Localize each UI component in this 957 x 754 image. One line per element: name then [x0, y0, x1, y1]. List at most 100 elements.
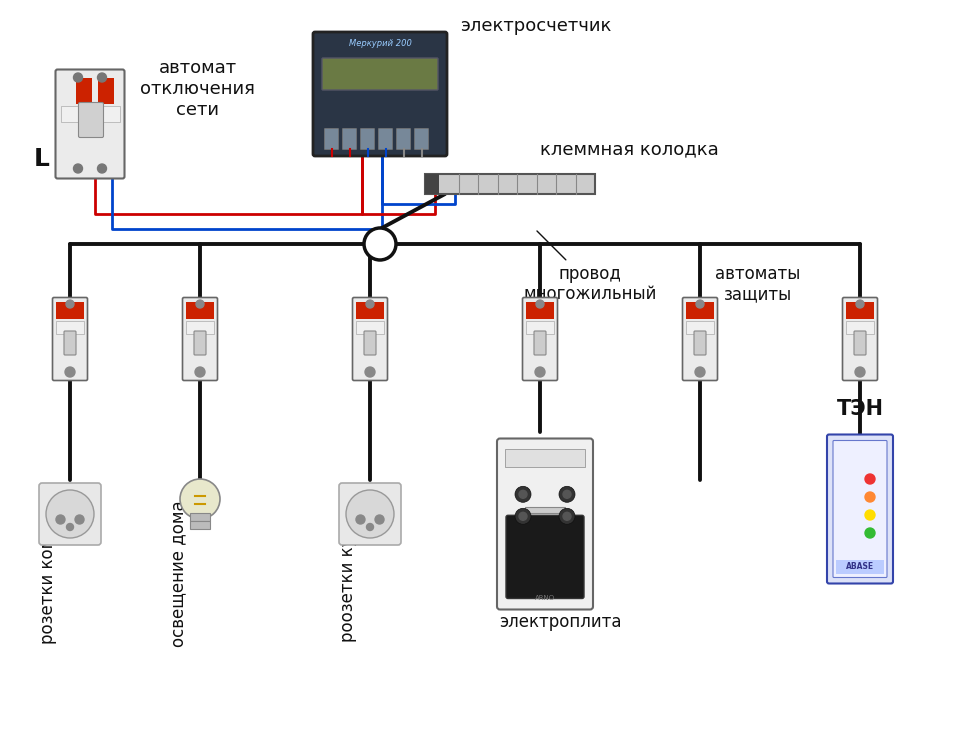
FancyBboxPatch shape	[694, 331, 706, 355]
Text: ABASE: ABASE	[846, 562, 874, 571]
Circle shape	[563, 490, 571, 498]
Text: Меркурий 200: Меркурий 200	[348, 39, 412, 48]
FancyBboxPatch shape	[343, 128, 357, 149]
Bar	[846, 302, 874, 319]
FancyBboxPatch shape	[39, 483, 101, 545]
Bar	[425, 174, 439, 194]
Text: ARNO: ARNO	[535, 594, 555, 600]
Circle shape	[856, 300, 864, 308]
Text: клеммная колодка: клеммная колодка	[540, 140, 719, 158]
Circle shape	[66, 523, 74, 531]
Bar	[56, 302, 84, 319]
Bar	[190, 521, 210, 529]
Circle shape	[74, 73, 82, 82]
FancyBboxPatch shape	[396, 128, 411, 149]
FancyBboxPatch shape	[827, 434, 893, 584]
FancyBboxPatch shape	[506, 515, 584, 599]
FancyBboxPatch shape	[322, 58, 438, 90]
FancyBboxPatch shape	[379, 128, 392, 149]
Circle shape	[519, 490, 527, 498]
FancyBboxPatch shape	[414, 128, 429, 149]
FancyBboxPatch shape	[324, 128, 339, 149]
Bar	[186, 302, 214, 319]
Text: освещение дома: освещение дома	[169, 501, 187, 648]
Circle shape	[865, 492, 875, 502]
Circle shape	[365, 367, 375, 377]
Circle shape	[66, 300, 74, 308]
FancyBboxPatch shape	[361, 128, 374, 149]
Bar	[505, 449, 585, 467]
Text: L: L	[34, 147, 50, 171]
Text: розетки комнат: розетки комнат	[39, 504, 57, 643]
Circle shape	[375, 515, 384, 524]
Circle shape	[98, 73, 106, 82]
Bar	[686, 302, 714, 319]
Circle shape	[563, 512, 571, 520]
Circle shape	[865, 474, 875, 484]
Circle shape	[65, 367, 75, 377]
FancyBboxPatch shape	[534, 331, 546, 355]
Bar	[356, 302, 384, 319]
Bar	[846, 321, 874, 334]
Bar	[190, 513, 210, 521]
Bar	[186, 321, 214, 334]
Circle shape	[346, 490, 394, 538]
Text: провод
многожильный: провод многожильный	[523, 231, 657, 303]
Text: автоматы
защиты: автоматы защиты	[715, 265, 800, 303]
Circle shape	[515, 486, 531, 502]
Circle shape	[180, 479, 220, 519]
FancyBboxPatch shape	[64, 331, 76, 355]
Circle shape	[98, 164, 106, 173]
Circle shape	[75, 515, 84, 524]
Bar	[356, 321, 384, 334]
Circle shape	[536, 300, 544, 308]
Text: электроплита: электроплита	[499, 613, 621, 631]
Circle shape	[535, 367, 545, 377]
FancyBboxPatch shape	[523, 298, 558, 381]
FancyBboxPatch shape	[313, 32, 447, 156]
FancyBboxPatch shape	[352, 298, 388, 381]
Circle shape	[696, 300, 704, 308]
Circle shape	[865, 510, 875, 520]
Bar	[60, 106, 120, 121]
FancyBboxPatch shape	[833, 440, 887, 578]
Bar	[526, 321, 554, 334]
FancyBboxPatch shape	[842, 298, 878, 381]
FancyBboxPatch shape	[194, 331, 206, 355]
FancyBboxPatch shape	[339, 483, 401, 545]
FancyBboxPatch shape	[854, 331, 866, 355]
Circle shape	[367, 523, 373, 531]
Circle shape	[559, 486, 575, 502]
Text: роозетки кухни: роозетки кухни	[339, 505, 357, 642]
FancyBboxPatch shape	[53, 298, 87, 381]
FancyBboxPatch shape	[364, 331, 376, 355]
Text: ТЭН: ТЭН	[836, 399, 883, 419]
Circle shape	[865, 528, 875, 538]
Circle shape	[366, 300, 374, 308]
Circle shape	[46, 490, 94, 538]
Text: автомат
отключения
сети: автомат отключения сети	[140, 60, 255, 119]
Circle shape	[559, 508, 575, 524]
Bar	[425, 174, 595, 194]
Bar	[525, 507, 565, 513]
FancyBboxPatch shape	[78, 103, 103, 137]
Circle shape	[356, 515, 365, 524]
Circle shape	[695, 367, 705, 377]
Bar	[686, 321, 714, 334]
Bar	[98, 78, 114, 103]
Bar	[526, 302, 554, 319]
Circle shape	[56, 515, 65, 524]
Circle shape	[855, 367, 865, 377]
FancyBboxPatch shape	[56, 69, 124, 179]
Bar	[56, 321, 84, 334]
Circle shape	[195, 367, 205, 377]
FancyBboxPatch shape	[682, 298, 718, 381]
Circle shape	[364, 228, 396, 260]
FancyBboxPatch shape	[183, 298, 217, 381]
FancyBboxPatch shape	[497, 439, 593, 609]
Text: N: N	[108, 135, 122, 153]
Text: электросчетчик: электросчетчик	[460, 17, 612, 35]
Bar	[76, 78, 92, 103]
Circle shape	[196, 300, 204, 308]
Circle shape	[74, 164, 82, 173]
